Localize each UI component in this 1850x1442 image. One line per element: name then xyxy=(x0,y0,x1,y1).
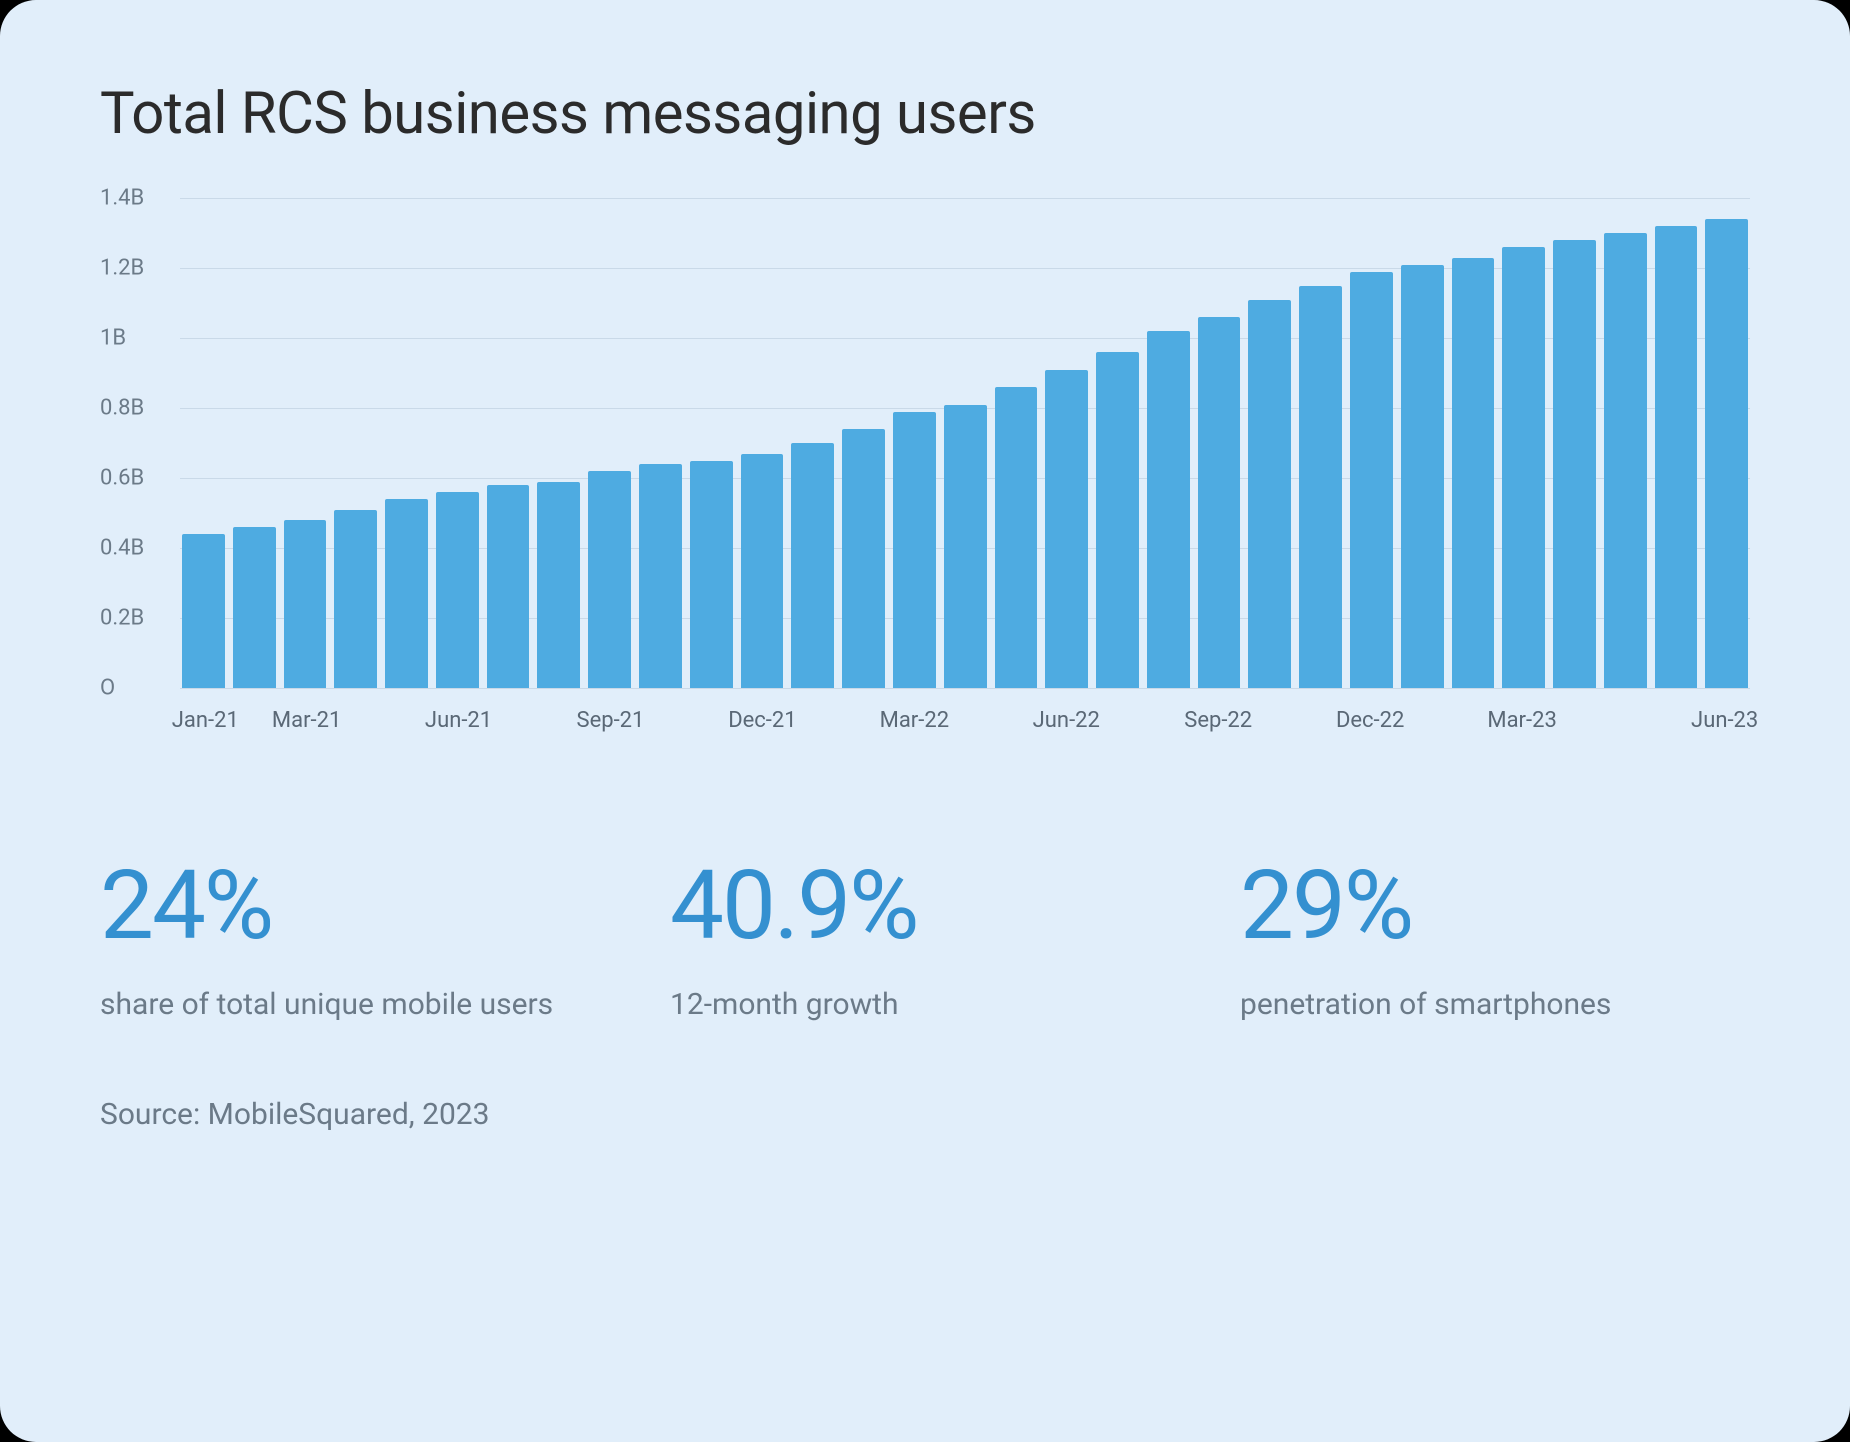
y-tick-label: 0.8B xyxy=(100,396,144,421)
bar xyxy=(1350,272,1393,689)
stat-value: 40.9% xyxy=(670,858,1180,954)
stat-label: penetration of smartphones xyxy=(1240,982,1750,1027)
bar xyxy=(487,485,530,688)
y-axis: O0.2B0.4B0.6B0.8B1B1.2B1.4B xyxy=(100,198,180,688)
bar xyxy=(1655,226,1698,688)
y-tick-label: 0.4B xyxy=(100,536,144,561)
bar xyxy=(334,510,377,689)
chart-card: Total RCS business messaging users O 0.2B… xyxy=(0,0,1850,1442)
stats-row: 24% share of total unique mobile users 4… xyxy=(100,858,1750,1027)
bar xyxy=(436,492,479,688)
x-tick-label: Mar-22 xyxy=(880,708,949,733)
bar xyxy=(639,464,682,688)
y-tick-label: 0.2B xyxy=(100,606,144,631)
chart-title: Total RCS business messaging users xyxy=(100,80,1750,148)
bar xyxy=(893,412,936,689)
x-tick-label: Jan-21 xyxy=(172,708,239,733)
x-axis: Jan-21Mar-21Jun-21Sep-21Dec-21Mar-22Jun-… xyxy=(180,708,1750,748)
y-tick-label: 1.2B xyxy=(100,256,144,281)
y-tick-label: 1B xyxy=(100,326,126,351)
stat-penetration: 29% penetration of smartphones xyxy=(1240,858,1750,1027)
bar xyxy=(1604,233,1647,688)
x-tick-label: Sep-22 xyxy=(1184,708,1252,733)
bar xyxy=(385,499,428,688)
stat-growth: 40.9% 12-month growth xyxy=(670,858,1180,1027)
bar xyxy=(1096,352,1139,688)
bar xyxy=(1452,258,1495,689)
bar xyxy=(944,405,987,689)
x-tick-label: Jun-23 xyxy=(1691,708,1758,733)
y-tick-label: O xyxy=(100,676,115,701)
bar xyxy=(1248,300,1291,689)
stat-label: share of total unique mobile users xyxy=(100,982,610,1027)
bar xyxy=(284,520,327,688)
bar xyxy=(1147,331,1190,688)
bar xyxy=(690,461,733,689)
x-tick-label: Sep-21 xyxy=(577,708,645,733)
y-tick-label: 0.6B xyxy=(100,466,144,491)
bar xyxy=(791,443,834,688)
x-tick-label: Mar-23 xyxy=(1487,708,1556,733)
x-tick-label: Dec-22 xyxy=(1336,708,1404,733)
bar xyxy=(842,429,885,688)
y-tick-label: 1.4B xyxy=(100,186,144,211)
gridline xyxy=(180,688,1750,689)
chart-container: O0.2B0.4B0.6B0.8B1B1.2B1.4B Jan-21Mar-21… xyxy=(100,198,1750,758)
bar xyxy=(1198,317,1241,688)
x-tick-label: Mar-21 xyxy=(272,708,341,733)
bar xyxy=(1502,247,1545,688)
stat-label: 12-month growth xyxy=(670,982,1180,1027)
bar xyxy=(537,482,580,689)
plot-area xyxy=(180,198,1750,688)
bar xyxy=(1705,219,1748,688)
bar xyxy=(1299,286,1342,689)
bar xyxy=(588,471,631,688)
source-text: Source: MobileSquared, 2023 xyxy=(100,1097,1750,1132)
bar xyxy=(995,387,1038,688)
stat-value: 29% xyxy=(1240,858,1750,954)
bar xyxy=(1401,265,1444,689)
stat-share: 24% share of total unique mobile users xyxy=(100,858,610,1027)
x-tick-label: Dec-21 xyxy=(728,708,796,733)
bar xyxy=(1553,240,1596,688)
bar xyxy=(182,534,225,688)
bar xyxy=(741,454,784,689)
x-tick-label: Jun-21 xyxy=(425,708,492,733)
bar xyxy=(1045,370,1088,689)
stat-value: 24% xyxy=(100,858,610,954)
x-tick-label: Jun-22 xyxy=(1033,708,1100,733)
bar xyxy=(233,527,276,688)
